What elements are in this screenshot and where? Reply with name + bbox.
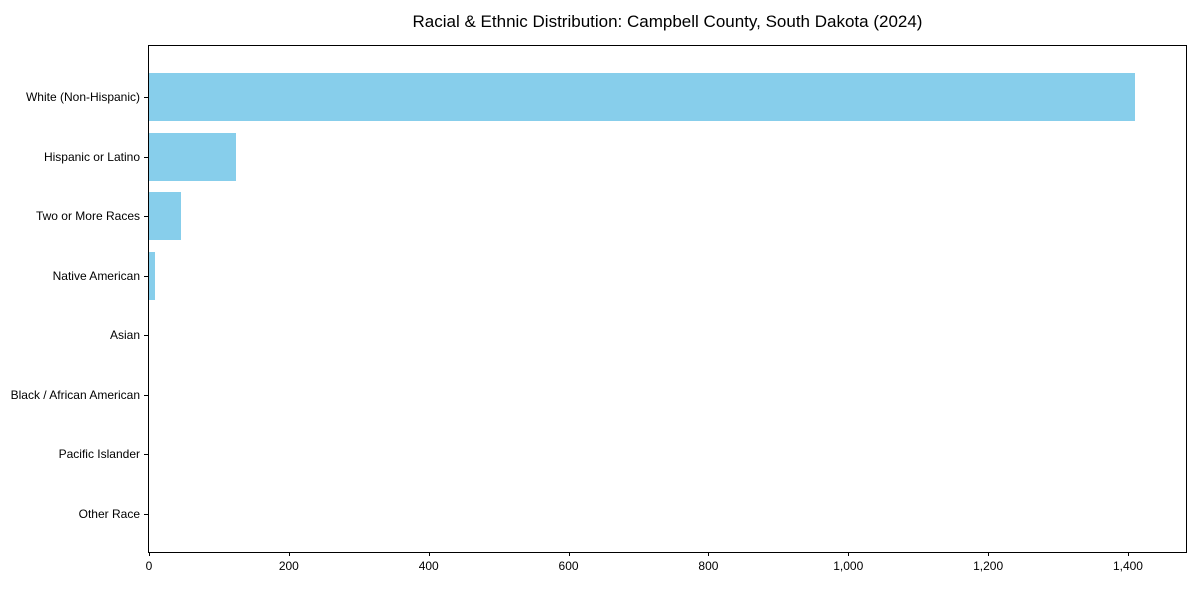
y-tick-mark	[144, 513, 148, 515]
y-tick-label: Black / African American	[10, 387, 140, 402]
x-tick-label: 600	[558, 559, 579, 573]
x-tick-mark	[288, 552, 290, 556]
y-tick-mark	[144, 454, 148, 456]
y-tick-mark	[144, 97, 148, 98]
x-tick-label: 0	[145, 559, 153, 573]
x-tick-label: 200	[278, 559, 299, 573]
y-tick-label: Pacific Islander	[58, 447, 140, 462]
x-tick-label: 1,000	[833, 559, 864, 573]
y-tick-mark	[144, 394, 148, 396]
bar	[149, 132, 237, 181]
y-tick-label: White (Non-Hispanic)	[25, 90, 140, 104]
x-tick-mark	[1127, 552, 1129, 556]
x-tick-mark	[568, 552, 570, 556]
y-tick-label: Other Race	[78, 506, 140, 521]
bar	[149, 251, 155, 300]
x-tick-label: 800	[698, 559, 719, 573]
y-tick-mark	[144, 156, 148, 158]
x-tick-mark	[428, 552, 430, 556]
y-tick-label: Two or More Races	[35, 209, 140, 224]
x-tick-label: 400	[418, 559, 439, 573]
x-tick-label: 1,200	[973, 559, 1004, 573]
x-tick-mark	[149, 552, 150, 556]
y-tick-mark	[144, 216, 148, 218]
x-tick-mark	[988, 552, 990, 556]
x-tick-mark	[708, 552, 710, 556]
y-tick-mark	[144, 275, 148, 277]
y-tick-label: Native American	[52, 268, 140, 283]
chart-title: Racial & Ethnic Distribution: Campbell C…	[412, 12, 923, 31]
x-tick-label: 1,400	[1112, 559, 1143, 573]
y-tick-label: Asian	[109, 328, 140, 343]
bar	[149, 192, 182, 241]
y-tick-mark	[144, 335, 148, 337]
y-tick-label: Hispanic or Latino	[43, 149, 140, 164]
plot-area	[148, 45, 1187, 553]
x-tick-mark	[848, 552, 850, 556]
bar	[149, 73, 1135, 121]
